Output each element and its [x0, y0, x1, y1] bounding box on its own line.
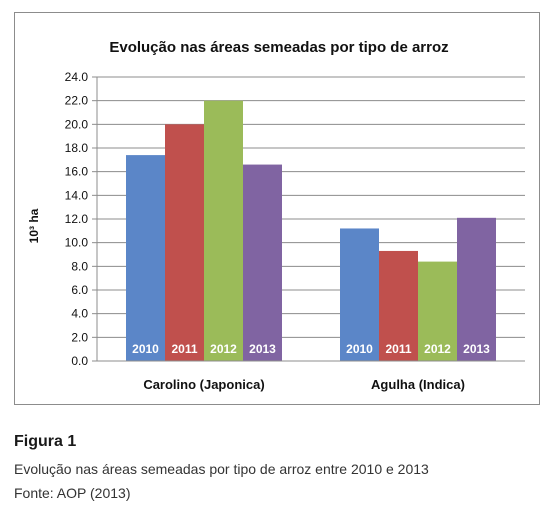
y-axis-label: 10³ ha: [27, 208, 41, 243]
figure-description: Evolução nas áreas semeadas por tipo de …: [14, 461, 429, 477]
bar-year-label: 2011: [171, 342, 197, 356]
y-tick-label: 8.0: [71, 259, 88, 273]
bar-year-label: 2013: [463, 342, 490, 356]
bar-year-label: 2010: [132, 342, 159, 356]
bar-2010-agulha: [340, 228, 379, 361]
category-label: Carolino (Japonica): [143, 377, 264, 392]
bar-year-label: 2010: [346, 342, 373, 356]
bar-2011-carolino: [165, 124, 204, 361]
bar-2013-agulha: [457, 217, 496, 361]
bar-year-label: 2012: [424, 342, 451, 356]
y-tick-label: 24.0: [65, 70, 89, 84]
y-tick-label: 6.0: [71, 283, 88, 297]
category-label: Agulha (Indica): [371, 377, 465, 392]
y-tick-label: 20.0: [65, 117, 89, 131]
y-tick-label: 18.0: [65, 141, 89, 155]
chart-frame: Evolução nas áreas semeadas por tipo de …: [14, 12, 540, 405]
y-tick-label: 16.0: [65, 165, 89, 179]
y-tick-label: 0.0: [71, 354, 88, 368]
figure-label: Figura 1: [14, 433, 77, 450]
y-tick-label: 12.0: [65, 212, 89, 226]
bar-year-label: 2012: [210, 342, 237, 356]
bar-year-label: 2013: [249, 342, 276, 356]
bar-2013-carolino: [243, 164, 282, 361]
y-tick-label: 4.0: [71, 307, 88, 321]
y-tick-label: 22.0: [65, 94, 89, 108]
y-tick-label: 14.0: [65, 188, 89, 202]
chart-title: Evolução nas áreas semeadas por tipo de …: [109, 39, 448, 56]
bar-2011-agulha: [379, 250, 418, 361]
y-tick-label: 10.0: [65, 236, 89, 250]
bar-2012-agulha: [418, 261, 457, 361]
y-tick-label: 2.0: [71, 330, 88, 344]
bar-chart: Evolução nas áreas semeadas por tipo de …: [27, 39, 525, 392]
figure-source: Fonte: AOP (2013): [14, 485, 131, 501]
bar-2010-carolino: [126, 155, 165, 361]
bar-year-label: 2011: [385, 342, 411, 356]
bar-2012-carolino: [204, 100, 243, 362]
